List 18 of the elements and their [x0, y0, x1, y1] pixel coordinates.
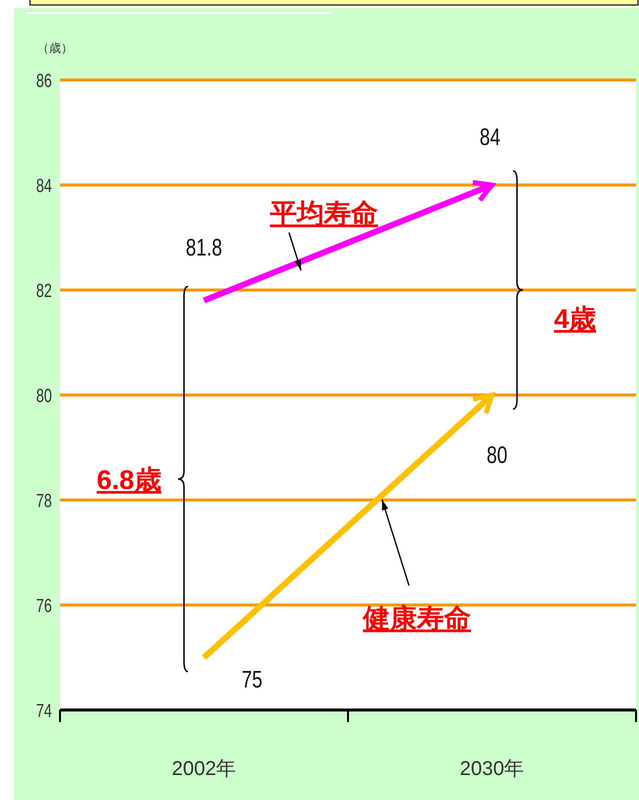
y-tick-label: 86 — [36, 70, 52, 92]
y-tick-label: 84 — [36, 175, 52, 197]
y-tick-label: 76 — [36, 595, 52, 617]
data-label: 84 — [480, 124, 500, 151]
series-label: 平均寿命 — [269, 198, 378, 228]
annotation: 6.8歳 — [96, 465, 162, 495]
data-label: 80 — [486, 442, 508, 469]
y-tick-label: 74 — [36, 700, 52, 722]
y-tick-label: 78 — [36, 490, 52, 512]
y-axis-title: （歳） — [37, 41, 73, 55]
text: 健康寿命 — [362, 604, 471, 634]
data-label: 75 — [242, 666, 262, 694]
data-label: 81.8 — [186, 234, 222, 262]
y-tick-label: 80 — [36, 385, 52, 407]
y-tick-label: 82 — [36, 280, 52, 302]
annotation: 4歳 — [554, 304, 596, 334]
x-tick-label: 2002年 — [172, 758, 236, 780]
x-tick-label: 2030年 — [460, 758, 524, 780]
